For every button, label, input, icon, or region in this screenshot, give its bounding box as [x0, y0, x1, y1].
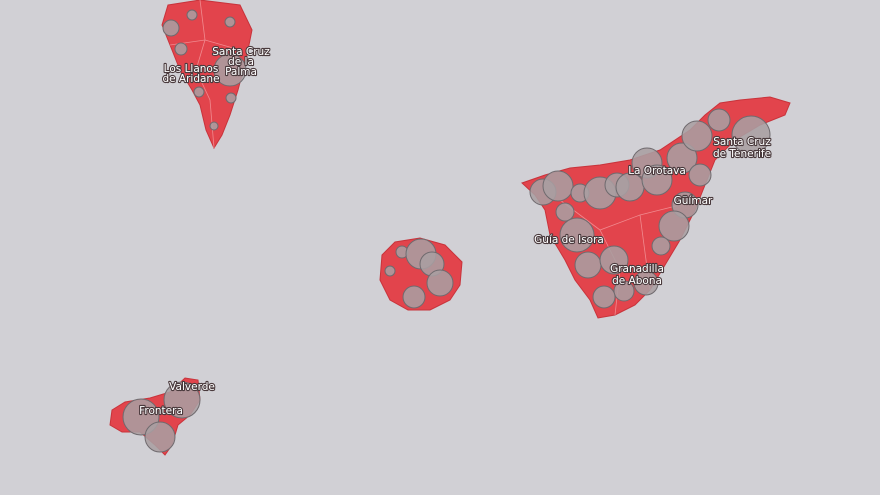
place-label: Valverde	[169, 381, 215, 393]
place-label: Güímar	[674, 195, 713, 207]
island-tenerife	[521, 96, 791, 319]
label-line: Güímar	[674, 195, 713, 207]
label-line: de Tenerife	[713, 148, 771, 160]
place-label: La Orotava	[628, 165, 686, 177]
label-line: Santa Cruz	[212, 46, 270, 58]
label-line: Valverde	[169, 381, 215, 393]
label-line: de Aridane	[162, 73, 219, 85]
place-label: Guía de Isora	[534, 234, 604, 246]
label-line: Palma	[225, 66, 257, 78]
place-label: Santa Cruz de la Palma	[212, 46, 270, 78]
label-line: Guía de Isora	[534, 234, 604, 246]
place-label: Granadilla de Abona	[610, 263, 664, 287]
island-la-gomera	[379, 237, 463, 311]
island-la-palma	[161, 0, 253, 150]
place-label: Santa Cruz de Tenerife	[713, 136, 771, 160]
place-label: Frontera	[139, 405, 183, 417]
label-line: Los Llanos	[164, 63, 219, 75]
label-line: Granadilla	[610, 263, 664, 275]
label-line: de la	[228, 56, 254, 68]
place-label: Los Llanos de Aridane	[162, 63, 219, 85]
island-el-hierro	[109, 377, 201, 456]
label-line: La Orotava	[628, 165, 686, 177]
label-line: Frontera	[139, 405, 183, 417]
label-line: de Abona	[612, 275, 662, 287]
label-line: Santa Cruz	[713, 136, 771, 148]
